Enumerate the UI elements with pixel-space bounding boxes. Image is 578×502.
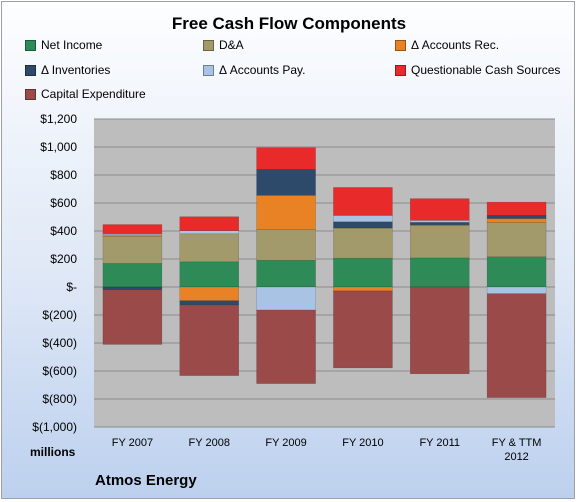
bar-segment <box>179 300 239 306</box>
x-tick-label: FY & TTM <box>492 437 542 449</box>
legend-swatch <box>203 39 214 51</box>
y-tick-label: $1,000 <box>40 140 77 154</box>
bar-segment <box>333 221 393 229</box>
x-tick-label: FY 2011 <box>419 437 460 449</box>
bar-segment <box>333 227 393 259</box>
bar-segment <box>256 286 316 311</box>
legend-label: Δ Accounts Pay. <box>219 63 306 77</box>
bar-segment <box>410 225 470 259</box>
legend-label: Δ Inventories <box>41 63 111 77</box>
y-tick-label: $- <box>66 280 77 294</box>
bar-segment <box>333 187 393 216</box>
bar-segment <box>179 261 239 288</box>
bar-segment <box>410 198 470 221</box>
bar-segment <box>179 230 239 235</box>
bar-segment <box>410 286 470 375</box>
legend-item: Δ Inventories <box>25 63 110 77</box>
bar-segment <box>179 233 239 263</box>
legend-item: D&A <box>203 38 244 52</box>
bar-segment <box>333 290 393 369</box>
x-tick-label: FY 2009 <box>265 437 306 449</box>
bar-segment <box>256 147 316 170</box>
legend-swatch <box>395 39 406 51</box>
legend-item: Δ Accounts Pay. <box>203 63 306 77</box>
bar-segment <box>102 289 163 345</box>
bar-segment <box>486 222 547 258</box>
y-tick-label: $(600) <box>42 364 77 378</box>
legend-label: Δ Accounts Rec. <box>411 38 500 52</box>
y-tick-label: $800 <box>50 168 77 182</box>
legend-swatch <box>25 64 36 76</box>
bar-segment <box>486 201 547 216</box>
bar-segment <box>102 224 163 234</box>
y-tick-label: $(800) <box>42 392 77 406</box>
y-tick-label: $200 <box>50 252 77 266</box>
bar-segment <box>486 256 547 288</box>
bar-segment <box>410 222 470 226</box>
bar-segment <box>410 220 470 223</box>
bar-segment <box>256 195 316 230</box>
legend-item: Capital Expenditure <box>25 87 146 101</box>
bar-segment <box>102 235 163 264</box>
bar-segment <box>256 229 316 261</box>
x-tick-label: FY 2007 <box>112 437 153 449</box>
y-tick-label: $400 <box>50 224 77 238</box>
legend-item: Δ Accounts Rec. <box>395 38 499 52</box>
legend-label: Capital Expenditure <box>41 87 146 101</box>
bar-segment <box>333 215 393 223</box>
bar-segment <box>486 218 547 223</box>
y-tick-label: $(400) <box>42 336 77 350</box>
legend-swatch <box>25 88 36 100</box>
legend-item: Net Income <box>25 38 102 52</box>
legend-item: Questionable Cash Sources <box>395 63 560 77</box>
y-tick-label: $1,200 <box>40 112 77 126</box>
bar-segment <box>179 304 239 376</box>
company-label: Atmos Energy <box>95 472 197 489</box>
legend-swatch <box>25 39 36 51</box>
bar-segment <box>256 169 316 196</box>
chart-title: Free Cash Flow Components <box>171 14 407 33</box>
legend-swatch <box>203 64 214 76</box>
legend-label: Questionable Cash Sources <box>411 63 561 77</box>
y-tick-label: $600 <box>50 196 77 210</box>
x-tick-label: 2012 <box>504 451 528 463</box>
bar-segment <box>410 257 470 288</box>
bar-segment <box>486 293 547 398</box>
y-tick-label: $(1,000) <box>32 420 77 434</box>
bar-segment <box>256 309 316 384</box>
legend-label: D&A <box>219 38 244 52</box>
bar-segment <box>486 286 547 294</box>
bar-segment <box>102 263 163 288</box>
legend-label: Net Income <box>41 38 103 52</box>
bar-segment <box>179 216 239 231</box>
units-label: millions <box>30 445 76 459</box>
bar-segment <box>333 257 393 288</box>
x-tick-label: FY 2010 <box>342 437 383 449</box>
x-tick-label: FY 2008 <box>189 437 230 449</box>
bar-segment <box>102 286 163 290</box>
legend-swatch <box>395 64 406 76</box>
plot-background <box>94 119 555 427</box>
bar-segment <box>179 286 239 301</box>
y-tick-label: $(200) <box>42 308 77 322</box>
bar-segment <box>333 286 393 292</box>
bar-segment <box>486 215 547 219</box>
bar-segment <box>256 260 316 288</box>
